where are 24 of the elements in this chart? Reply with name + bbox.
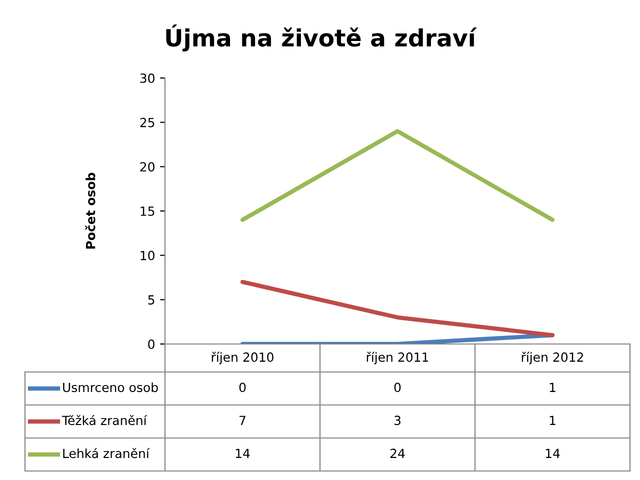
data-label: 3	[394, 416, 400, 426]
legend-label: Těžká zranění	[62, 414, 148, 426]
data-label: 0	[394, 382, 401, 392]
y-tick-label: 20	[140, 162, 154, 172]
legend-label: Lehká zranění	[63, 448, 150, 458]
data-label: 1	[550, 416, 556, 425]
x-tick-label: říjen 2012	[522, 352, 583, 364]
y-tick-label: 25	[140, 118, 154, 128]
x-tick-label: říjen 2011	[366, 352, 428, 364]
y-tick-label: 10	[140, 250, 154, 260]
legend-label: Usmrceno osob	[63, 382, 158, 392]
y-tick-label: 5	[148, 295, 154, 305]
x-tick-label: říjen 2010	[212, 352, 274, 364]
y-axis-title: Počet osob	[85, 172, 96, 249]
data-label: 14	[236, 448, 250, 458]
y-tick-label: 0	[148, 339, 154, 349]
y-tick-label: 15	[140, 206, 154, 216]
data-label: 1	[550, 382, 556, 392]
chart-title: Újma na životě a zdraví	[166, 24, 477, 52]
data-label: 14	[546, 448, 560, 458]
data-label: 7	[240, 416, 246, 425]
data-label: 24	[390, 448, 405, 458]
y-tick-label: 30	[140, 73, 154, 83]
data-label: 0	[239, 382, 246, 392]
